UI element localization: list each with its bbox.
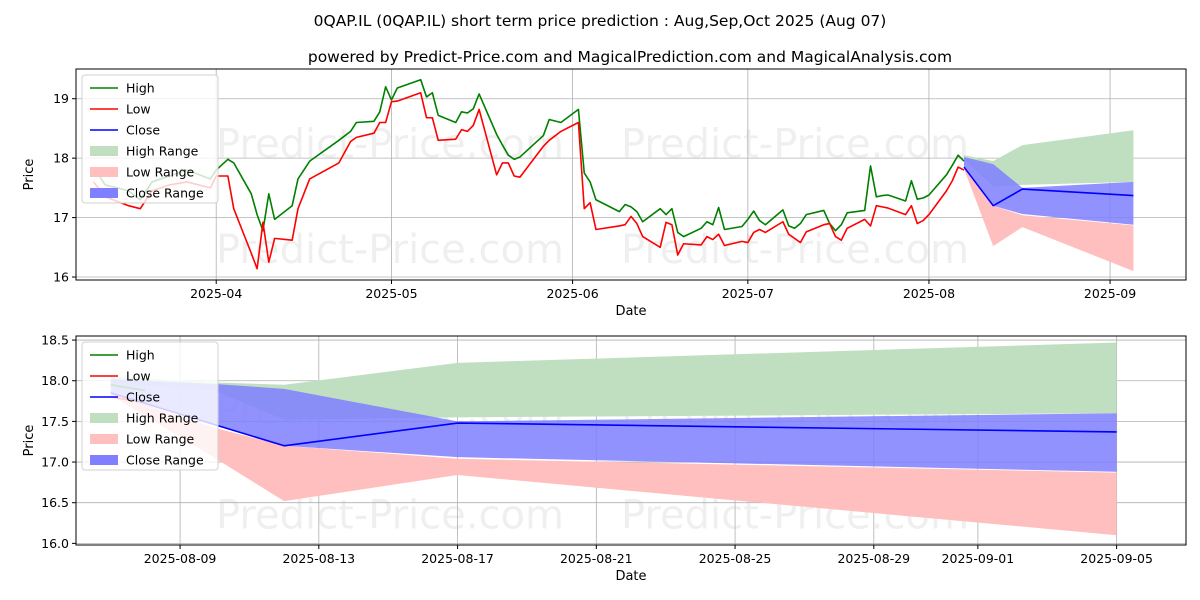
x-tick-label: 2025-09 (1084, 286, 1136, 301)
legend-label-close: Close (126, 123, 160, 138)
x-tick-label: 2025-09-01 (942, 551, 1015, 566)
chart-subtitle: powered by Predict-Price.com and Magical… (308, 48, 952, 66)
axes-frame (75, 335, 1187, 546)
y-tick-label: 18.5 (41, 333, 69, 348)
series-low-range-area (110, 392, 1117, 536)
legend: High Low Close High Range Low Range Close Ran… (81, 341, 219, 471)
legend-label-high: High (126, 81, 155, 96)
y-tick-label: 16 (53, 270, 69, 285)
series-low-line (92, 91, 965, 270)
x-tick-label: 2025-08 (903, 286, 955, 301)
legend-swatch-close-range (90, 455, 118, 465)
watermark: Predict-Price.com (621, 227, 969, 273)
x-axis-label: Date (615, 569, 646, 584)
y-tick-label: 16.5 (41, 495, 69, 510)
y-axis-label: Price (22, 425, 37, 457)
y-tick-label: 18.0 (41, 373, 69, 388)
x-tick-label: 2025-05 (365, 286, 417, 301)
x-axis-label: Date (615, 304, 646, 319)
y-tick-label: 17 (53, 210, 69, 225)
x-tick-label: 2025-08-09 (144, 551, 217, 566)
legend-label-low: Low (126, 102, 151, 117)
legend-label-close: Close (126, 390, 160, 405)
legend-swatch-close-range (90, 188, 118, 198)
legend-swatch-high-range (90, 146, 118, 156)
legend-label-high-range: High Range (126, 411, 199, 426)
x-tick-label: 2025-08-29 (837, 551, 910, 566)
y-tick-label: 18 (53, 151, 69, 166)
legend-label-low-range: Low Range (126, 432, 195, 447)
x-tick-label: 2025-08-17 (421, 551, 494, 566)
y-tick-label: 16.0 (41, 536, 69, 551)
series-low-range-area (964, 167, 1134, 272)
watermark: Predict-Price.com (216, 227, 564, 273)
legend-label-high: High (126, 348, 155, 363)
plot-area (110, 342, 1117, 536)
watermark: Predict-Price.com (621, 122, 969, 168)
legend: High Low Close High Range Low Range Close Ran… (81, 74, 219, 204)
axes-frame (75, 68, 1187, 281)
x-tick-label: 2025-09-05 (1080, 551, 1153, 566)
legend-swatch-low-range (90, 434, 118, 444)
legend-swatch-high-range (90, 413, 118, 423)
bottom-forecast-chart: Predict-Price.comPredict-Price.comPredic… (22, 333, 1187, 584)
y-axis-label: Price (22, 159, 37, 191)
top-price-chart: Predict-Price.com Predict-Price.com Predic… (22, 68, 1187, 319)
legend-label-low-range: Low Range (126, 165, 195, 180)
plot-area (92, 78, 1134, 272)
chart-title: 0QAP.IL (0QAP.IL) short term price predi… (314, 12, 887, 30)
legend-label-close-range: Close Range (126, 453, 204, 468)
x-tick-label: 2025-08-13 (282, 551, 355, 566)
legend-swatch-low-range (90, 167, 118, 177)
legend-label-low: Low (126, 369, 151, 384)
watermark: Predict-Price.com (216, 122, 564, 168)
y-tick-label: 17.5 (41, 414, 69, 429)
series-high-range-area (964, 130, 1134, 187)
watermark: Predict-Price.com (216, 492, 564, 538)
series-close-line (963, 166, 1134, 207)
x-tick-label: 2025-06 (546, 286, 598, 301)
y-tick-label: 17.0 (41, 455, 69, 470)
legend-label-high-range: High Range (126, 144, 199, 159)
series-high-line (92, 78, 965, 238)
x-tick-label: 2025-08-21 (560, 551, 633, 566)
series-high-range-area (110, 342, 1117, 420)
x-tick-label: 2025-04 (190, 286, 242, 301)
legend-label-close-range: Close Range (126, 186, 204, 201)
x-tick-label: 2025-08-25 (699, 551, 772, 566)
y-tick-label: 19 (53, 91, 69, 106)
x-tick-label: 2025-07 (722, 286, 774, 301)
